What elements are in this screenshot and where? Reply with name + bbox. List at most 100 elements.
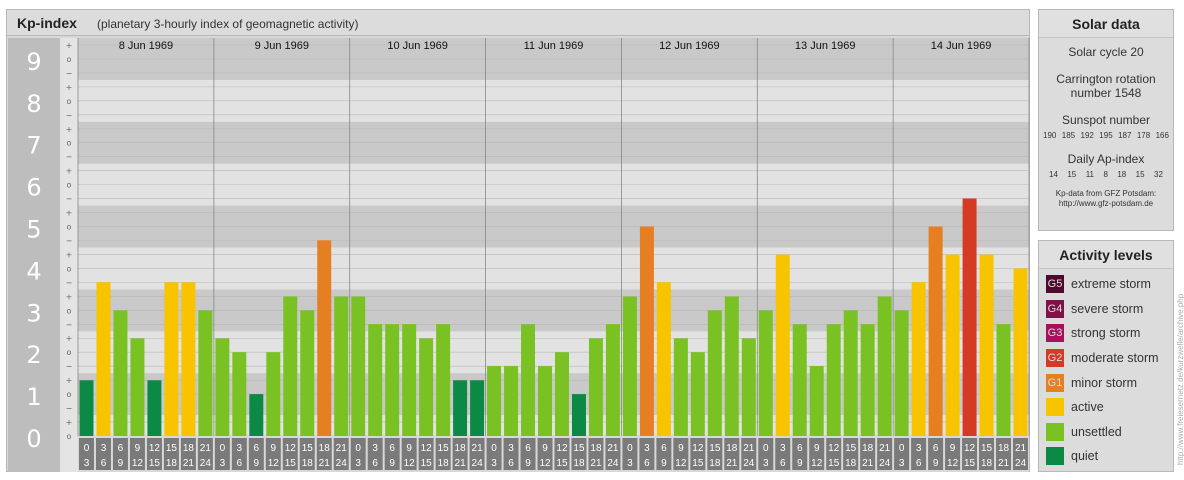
interval-end-label: 21 — [319, 458, 331, 469]
activity-legend: G5 extreme storm G4 severe storm G3 stro… — [1039, 269, 1173, 469]
kp-bar — [436, 324, 451, 436]
kp-bar — [215, 338, 230, 436]
interval-box — [452, 438, 468, 470]
kp-bar — [419, 338, 434, 436]
sub-tick-symbol: − — [66, 195, 73, 204]
interval-end-label: 9 — [389, 458, 395, 469]
legend-swatch: G5 — [1046, 275, 1064, 294]
legend-item-g5: G5 extreme storm — [1039, 272, 1173, 297]
kp-bar — [147, 380, 162, 436]
interval-end-label: 3 — [899, 458, 905, 469]
interval-box — [741, 438, 757, 470]
interval-end-label: 21 — [998, 458, 1010, 469]
kp-bar — [911, 282, 926, 436]
kp-bar — [656, 282, 671, 436]
sub-tick-symbol: + — [66, 83, 73, 92]
interval-start-label: 21 — [743, 443, 755, 454]
interval-end-label: 18 — [981, 458, 993, 469]
interval-box — [894, 438, 910, 470]
kp-bar — [487, 366, 502, 436]
kp-bar — [979, 254, 994, 436]
sub-tick-symbol: − — [66, 111, 73, 120]
kp-bar — [453, 380, 468, 436]
interval-end-label: 9 — [797, 458, 803, 469]
interval-start-label: 3 — [780, 443, 786, 454]
interval-start-label: 21 — [336, 443, 348, 454]
legend-item-unsettled: unsettled — [1039, 420, 1173, 445]
interval-start-label: 21 — [607, 443, 619, 454]
sub-tick-symbol: + — [66, 167, 73, 176]
kp-bar — [877, 296, 892, 436]
kp-bar — [928, 226, 943, 436]
data-credit: Kp-data from GFZ Potsdam: http://www.gfz… — [1039, 189, 1173, 209]
interval-start-label: 15 — [166, 443, 178, 454]
interval-end-label: 15 — [421, 458, 433, 469]
kp-bar — [809, 366, 824, 436]
kp-bar — [317, 240, 332, 436]
legend-item-g2: G2 moderate storm — [1039, 346, 1173, 371]
sub-tick-symbol: + — [66, 334, 73, 343]
sub-tick-symbol: o — [67, 97, 72, 106]
interval-end-label: 24 — [879, 458, 891, 469]
interval-start-label: 12 — [964, 443, 976, 454]
day-label: 9 Jun 1969 — [255, 40, 309, 52]
legend-item-g1: G1 minor storm — [1039, 370, 1173, 395]
interval-box — [520, 438, 536, 470]
sunspot-label: Sunspot number — [1061, 113, 1151, 127]
interval-box — [469, 438, 485, 470]
interval-start-label: 15 — [981, 443, 993, 454]
interval-start-label: 12 — [556, 443, 568, 454]
interval-box — [146, 438, 162, 470]
interval-end-label: 15 — [692, 458, 704, 469]
interval-start-label: 6 — [254, 443, 260, 454]
interval-end-label: 9 — [933, 458, 939, 469]
interval-start-label: 12 — [285, 443, 297, 454]
interval-end-label: 9 — [118, 458, 124, 469]
interval-start-label: 15 — [438, 443, 450, 454]
kp-bar — [571, 394, 586, 436]
ap-value: 14 — [1049, 170, 1058, 179]
sunspot-value: 190 — [1043, 131, 1057, 140]
sunspot-value: 185 — [1061, 131, 1076, 140]
kp-bar — [996, 324, 1011, 436]
kp-bar — [266, 352, 281, 436]
solar-data-panel: Solar data Solar cycle 20 Carrington rot… — [1038, 9, 1174, 231]
sub-tick-symbol: + — [66, 209, 73, 218]
interval-end-label: 3 — [220, 458, 226, 469]
sub-tick-symbol: − — [66, 320, 73, 329]
sub-tick-symbol: − — [66, 236, 73, 245]
y-tick-label: 5 — [26, 216, 41, 244]
interval-end-label: 12 — [404, 458, 416, 469]
interval-box — [435, 438, 451, 470]
interval-end-label: 12 — [268, 458, 280, 469]
grid-band — [78, 415, 1029, 436]
sunspot-value: 187 — [1118, 131, 1132, 140]
kp-bar — [283, 296, 298, 436]
legend-swatch — [1046, 398, 1064, 417]
y-axis-column — [8, 38, 60, 472]
interval-box — [690, 438, 706, 470]
legend-item-active: active — [1039, 395, 1173, 420]
interval-start-label: 18 — [726, 443, 738, 454]
interval-end-label: 24 — [336, 458, 348, 469]
sub-tick-symbol: − — [66, 362, 73, 371]
interval-end-label: 15 — [556, 458, 568, 469]
interval-start-label: 0 — [355, 443, 361, 454]
interval-end-label: 21 — [455, 458, 467, 469]
day-label: 10 Jun 1969 — [387, 40, 448, 52]
interval-box — [656, 438, 672, 470]
kp-bar — [792, 324, 807, 436]
legend-label: severe storm — [1071, 301, 1144, 316]
interval-start-label: 3 — [372, 443, 378, 454]
kp-bar — [249, 394, 264, 436]
interval-start-label: 3 — [101, 443, 107, 454]
watermark[interactable]: http://www.freiesernetz.de/kurzwelle/arc… — [1176, 293, 1184, 465]
sub-tick-symbol: − — [66, 278, 73, 287]
interval-box — [1013, 438, 1028, 470]
interval-end-label: 24 — [200, 458, 212, 469]
y-tick-label: 3 — [26, 299, 41, 327]
kp-bar — [707, 310, 722, 436]
interval-start-label: 0 — [763, 443, 769, 454]
credit-link[interactable]: http://www.gfz-potsdam.de — [1058, 199, 1154, 208]
interval-start-label: 0 — [84, 443, 90, 454]
